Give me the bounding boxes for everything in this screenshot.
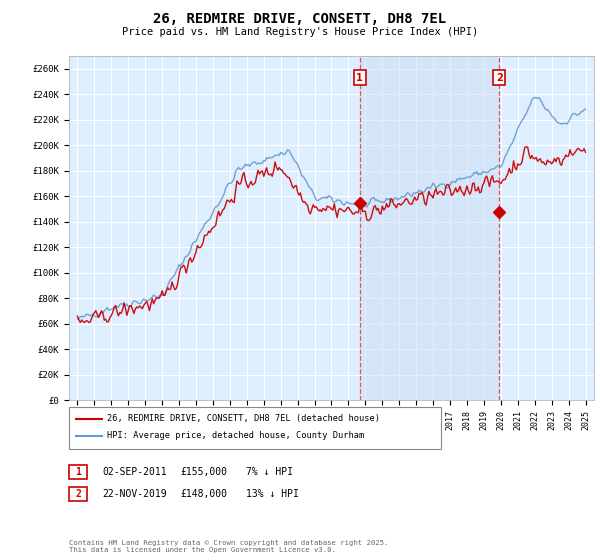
Text: 2: 2 bbox=[75, 489, 81, 499]
Text: 13% ↓ HPI: 13% ↓ HPI bbox=[246, 489, 299, 499]
Text: 7% ↓ HPI: 7% ↓ HPI bbox=[246, 466, 293, 477]
Text: 2: 2 bbox=[496, 73, 503, 83]
Text: 26, REDMIRE DRIVE, CONSETT, DH8 7EL (detached house): 26, REDMIRE DRIVE, CONSETT, DH8 7EL (det… bbox=[107, 414, 380, 423]
Bar bbox=[360, 56, 499, 400]
Text: HPI: Average price, detached house, County Durham: HPI: Average price, detached house, Coun… bbox=[107, 431, 364, 440]
Text: 1: 1 bbox=[75, 466, 81, 477]
Text: 02-SEP-2011: 02-SEP-2011 bbox=[102, 466, 167, 477]
Text: £155,000: £155,000 bbox=[180, 466, 227, 477]
Text: 26, REDMIRE DRIVE, CONSETT, DH8 7EL: 26, REDMIRE DRIVE, CONSETT, DH8 7EL bbox=[154, 12, 446, 26]
Text: Contains HM Land Registry data © Crown copyright and database right 2025.
This d: Contains HM Land Registry data © Crown c… bbox=[69, 540, 388, 553]
Text: 22-NOV-2019: 22-NOV-2019 bbox=[102, 489, 167, 499]
Text: 1: 1 bbox=[356, 73, 363, 83]
Text: Price paid vs. HM Land Registry's House Price Index (HPI): Price paid vs. HM Land Registry's House … bbox=[122, 27, 478, 37]
Text: £148,000: £148,000 bbox=[180, 489, 227, 499]
